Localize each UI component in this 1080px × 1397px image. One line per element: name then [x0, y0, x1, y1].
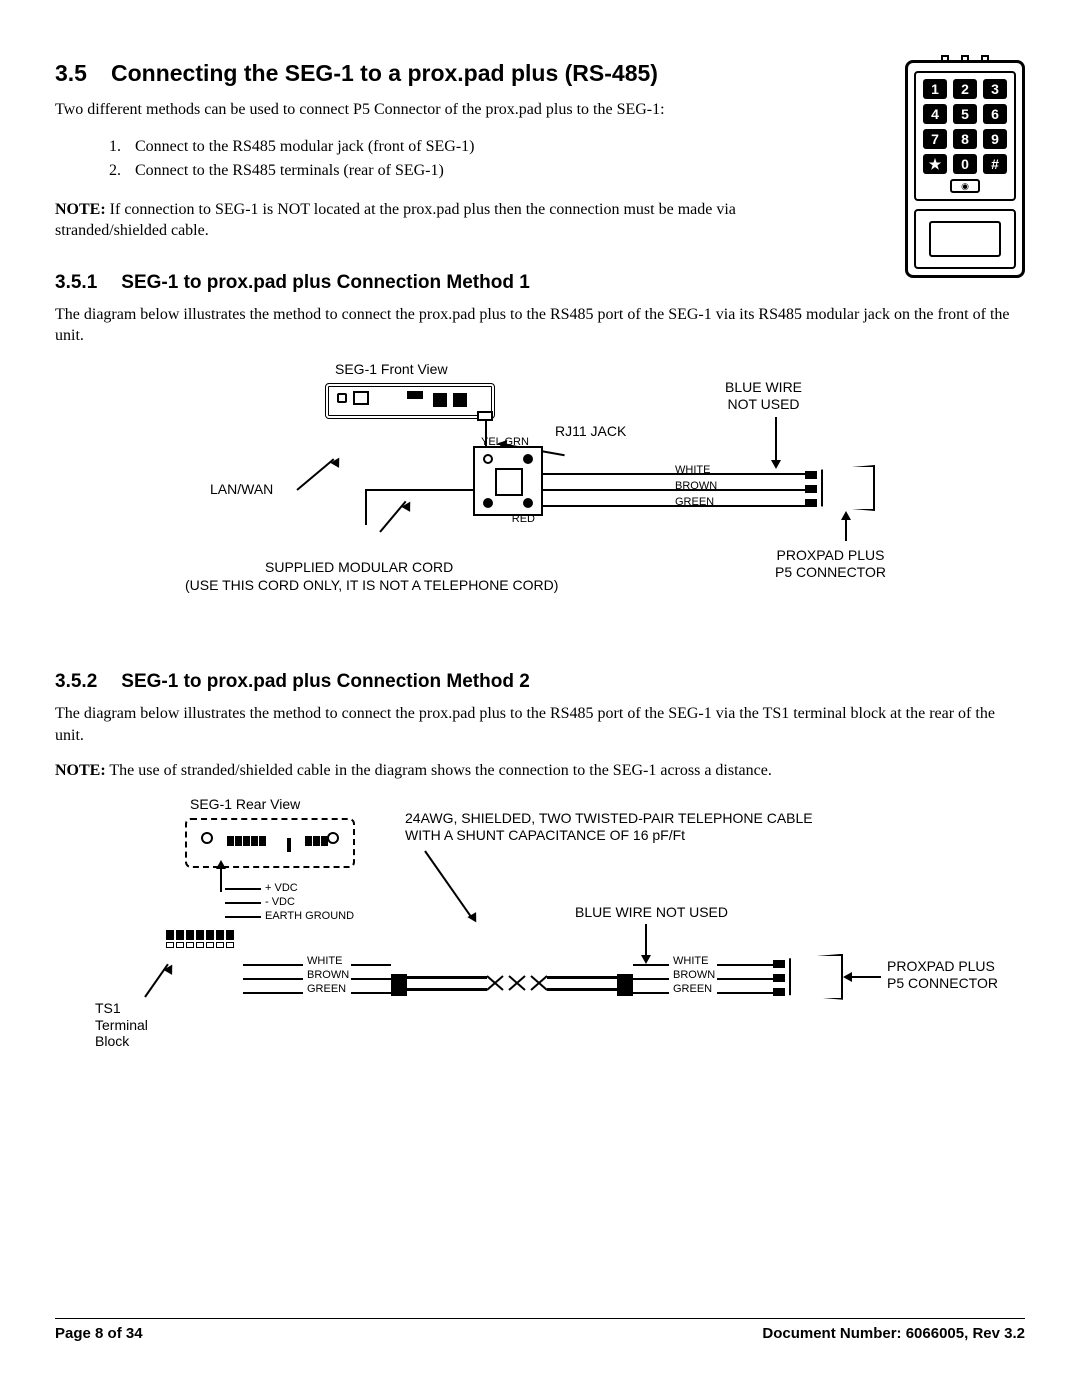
- note-label: NOTE:: [55, 201, 106, 218]
- key-hash: #: [983, 154, 1007, 174]
- diagram-method-2: SEG-1 Rear View + VDC - VDC EARTH GROUND…: [75, 796, 975, 1076]
- supplied-cord-2: (USE THIS CORD ONLY, IT IS NOT A TELEPHO…: [185, 577, 558, 594]
- brown-right: BROWN: [673, 969, 715, 982]
- sub1-text: The diagram below illustrates the method…: [55, 304, 1025, 347]
- sub2-text: The diagram below illustrates the method…: [55, 703, 1025, 746]
- key-4: 4: [923, 104, 947, 124]
- footer-page: Page 8 of 34: [55, 1325, 143, 1342]
- pvdc-label: + VDC: [265, 882, 298, 895]
- section-3-5-title: 3.5 Connecting the SEG-1 to a prox.pad pl…: [55, 60, 765, 87]
- green-right: GREEN: [673, 983, 712, 996]
- key-7: 7: [923, 129, 947, 149]
- note-text: The use of stranded/shielded cable in th…: [106, 762, 772, 779]
- rj11-label: RJ11 JACK: [555, 423, 626, 440]
- ts1-label: TS1 Terminal Block: [95, 1000, 148, 1050]
- red-label: RED: [512, 513, 535, 526]
- brown-left: BROWN: [307, 969, 349, 982]
- supplied-cord-1: SUPPLIED MODULAR CORD: [265, 559, 453, 576]
- cable-spec-label: 24AWG, SHIELDED, TWO TWISTED-PAIR TELEPH…: [405, 810, 813, 844]
- key-star: ★: [923, 154, 947, 174]
- section-number: 3.5: [55, 60, 87, 86]
- key-0: 0: [953, 154, 977, 174]
- note-text: If connection to SEG-1 is NOT located at…: [55, 201, 736, 240]
- subsection-3-5-2-title: 3.5.2 SEG-1 to prox.pad plus Connection M…: [55, 671, 1025, 693]
- key-6: 6: [983, 104, 1007, 124]
- green-label: GREEN: [675, 496, 714, 509]
- section-intro: Two different methods can be used to con…: [55, 99, 765, 121]
- lan-wan-label: LAN/WAN: [210, 481, 273, 498]
- key-1: 1: [923, 79, 947, 99]
- key-9: 9: [983, 129, 1007, 149]
- subsection-title-text: SEG-1 to prox.pad plus Connection Method…: [121, 272, 530, 293]
- blue-wire-label-2: BLUE WIRE NOT USED: [575, 904, 728, 921]
- key-8: 8: [953, 129, 977, 149]
- seg1-front-view-label: SEG-1 Front View: [335, 361, 448, 378]
- section-title-text: Connecting the SEG-1 to a prox.pad plus …: [111, 60, 658, 86]
- subsection-number: 3.5.1: [55, 272, 97, 293]
- proxpad-label: PROXPAD PLUS P5 CONNECTOR: [775, 547, 886, 581]
- yelgrn-label: YEL GRN: [481, 436, 529, 449]
- diagram-method-1: SEG-1 Front View LAN/WAN RJ11 JACK YEL G…: [135, 361, 975, 611]
- subsection-3-5-1-title: 3.5.1 SEG-1 to prox.pad plus Connection M…: [55, 272, 1025, 294]
- green-left: GREEN: [307, 983, 346, 996]
- white-right: WHITE: [673, 955, 708, 968]
- brown-label: BROWN: [675, 480, 717, 493]
- note-label: NOTE:: [55, 762, 106, 779]
- list-item: Connect to the RS485 modular jack (front…: [125, 135, 765, 159]
- sub2-note: NOTE: The use of stranded/shielded cable…: [55, 760, 1025, 782]
- key-2: 2: [953, 79, 977, 99]
- section-note: NOTE: If connection to SEG-1 is NOT loca…: [55, 199, 765, 242]
- blue-wire-label: BLUE WIRE NOT USED: [725, 379, 802, 413]
- footer-docnum: Document Number: 6066005, Rev 3.2: [762, 1325, 1025, 1342]
- white-left: WHITE: [307, 955, 342, 968]
- key-5: 5: [953, 104, 977, 124]
- keypad-illustration: 123 456 789 ★0# ◉: [905, 60, 1025, 278]
- list-item: Connect to the RS485 terminals (rear of …: [125, 159, 765, 183]
- page-footer: Page 8 of 34 Document Number: 6066005, R…: [55, 1318, 1025, 1342]
- key-3: 3: [983, 79, 1007, 99]
- seg1-rear-view-label: SEG-1 Rear View: [190, 796, 300, 813]
- subsection-title-text: SEG-1 to prox.pad plus Connection Method…: [121, 671, 530, 692]
- subsection-number: 3.5.2: [55, 671, 97, 692]
- nvdc-label: - VDC: [265, 896, 295, 909]
- gnd-label: EARTH GROUND: [265, 910, 354, 923]
- methods-list: Connect to the RS485 modular jack (front…: [125, 135, 765, 183]
- white-label: WHITE: [675, 464, 710, 477]
- proxpad-label-2: PROXPAD PLUS P5 CONNECTOR: [887, 958, 998, 992]
